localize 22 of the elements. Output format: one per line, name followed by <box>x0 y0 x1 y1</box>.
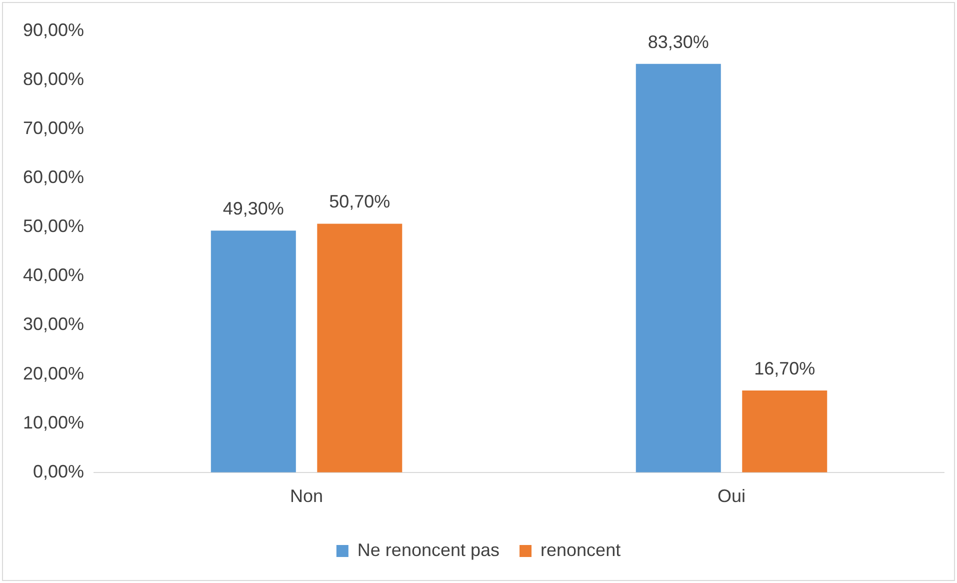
y-tick-label: 10,00% <box>22 412 84 432</box>
y-tick-label: 50,00% <box>22 216 84 236</box>
data-label: 16,70% <box>754 358 816 378</box>
legend-label: renoncent <box>540 540 621 560</box>
bar <box>317 224 402 472</box>
data-label: 49,30% <box>222 198 284 219</box>
bar <box>636 64 721 472</box>
legend-label: Ne renoncent pas <box>357 540 500 560</box>
y-tick-label: 40,00% <box>22 265 84 286</box>
x-tick-label: Oui <box>718 486 746 506</box>
y-tick-label: 60,00% <box>22 167 84 188</box>
x-tick-label: Non <box>290 486 324 506</box>
y-tick-label: 80,00% <box>22 69 84 90</box>
y-tick-label: 70,00% <box>22 118 84 138</box>
y-tick-label: 0,00% <box>33 461 84 482</box>
bar <box>210 230 296 472</box>
y-tick-label: 20,00% <box>22 363 84 384</box>
bar <box>742 390 828 472</box>
data-label: 50,70% <box>329 192 390 212</box>
data-label: 83,30% <box>648 32 709 52</box>
y-tick-label: 90,00% <box>22 20 84 40</box>
y-tick-label: 30,00% <box>22 314 84 334</box>
